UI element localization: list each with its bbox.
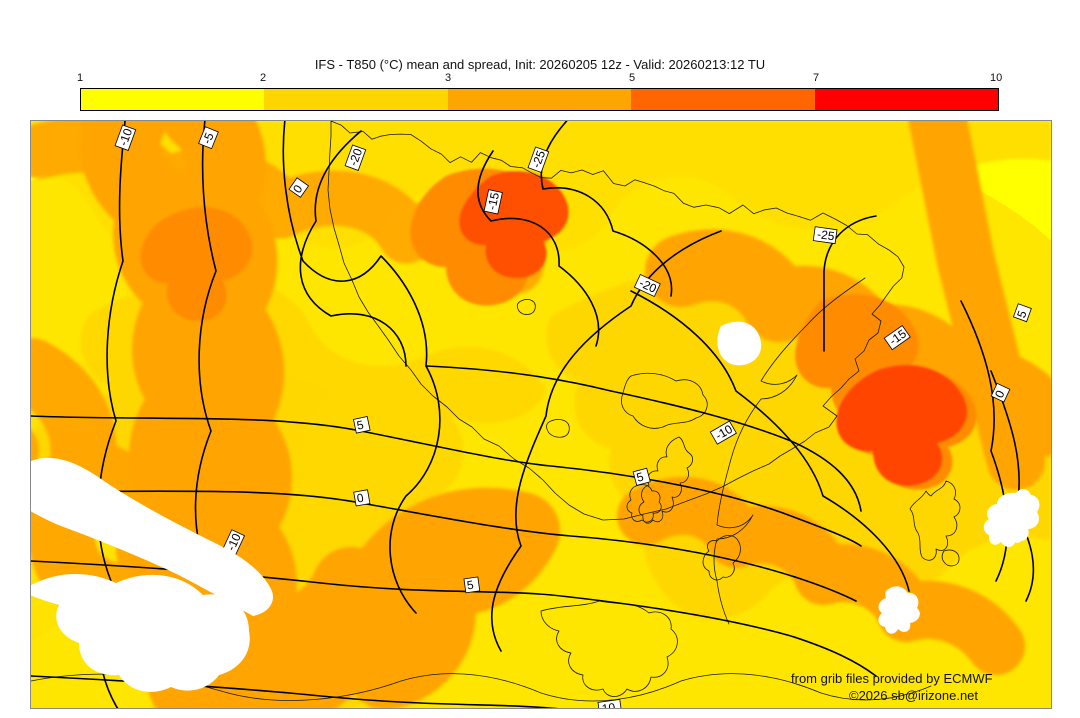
svg-text:-25: -25	[816, 227, 835, 243]
svg-text:from grib files provided by EC: from grib files provided by ECMWF	[791, 671, 993, 686]
svg-text:10: 10	[601, 700, 616, 708]
svg-text:©2026 sb@irizone.net: ©2026 sb@irizone.net	[849, 688, 978, 703]
